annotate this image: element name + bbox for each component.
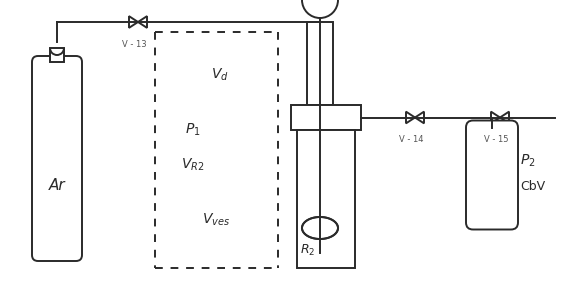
Bar (50, 48, 64, 62)
Text: V - 14: V - 14 (399, 135, 423, 144)
FancyBboxPatch shape (466, 120, 518, 229)
Text: $V_d$: $V_d$ (211, 67, 229, 83)
Bar (307, 22, 333, 105)
Bar (291, 105, 361, 130)
Text: CbV: CbV (520, 180, 545, 193)
FancyBboxPatch shape (32, 56, 82, 261)
Text: $P_1$: $P_1$ (185, 122, 201, 138)
Bar (297, 130, 355, 268)
Text: Ar: Ar (49, 178, 65, 193)
Text: $V_{R2}$: $V_{R2}$ (181, 157, 205, 173)
Text: V - 15: V - 15 (484, 135, 508, 144)
Text: $V_{ves}$: $V_{ves}$ (202, 212, 230, 228)
Text: $P_2$: $P_2$ (520, 153, 536, 169)
Text: $R_2$: $R_2$ (300, 242, 315, 258)
Text: V - 13: V - 13 (121, 40, 146, 49)
